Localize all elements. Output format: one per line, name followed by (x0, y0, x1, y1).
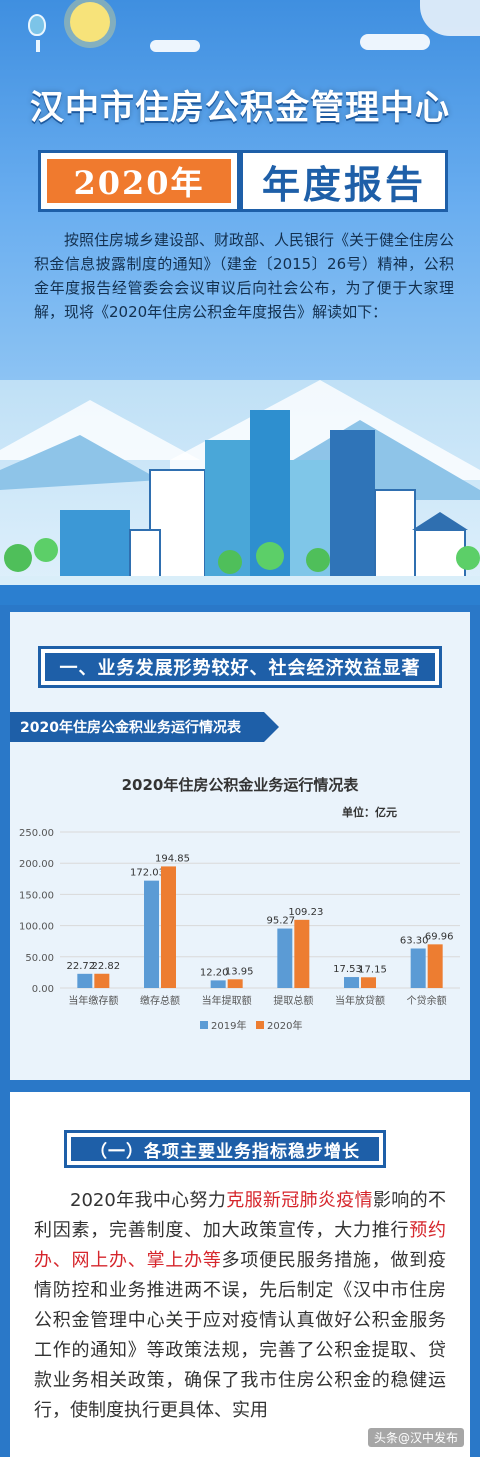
paragraph-run: 2020年我中心努力 (70, 1190, 227, 1211)
highlight-text: 克服新冠肺炎疫情 (226, 1190, 373, 1211)
x-tick-label: 当年提取额 (202, 994, 252, 1007)
bar (94, 973, 110, 988)
bar (161, 866, 176, 988)
x-tick-label: 个贷余额 (407, 994, 447, 1007)
intro-paragraph: 按照住房城乡建设部、财政部、人民银行《关于健全住房公积金信息披露制度的通知》（建… (34, 231, 455, 321)
section-card (10, 612, 470, 1080)
city-illustration (0, 380, 480, 590)
bar (144, 880, 159, 988)
paragraph-run: 影响的不利因素，完善制度、加大政策宣传，大力推行 (34, 1190, 446, 1241)
y-tick-label: 150.00 (19, 890, 54, 901)
x-tick-label: 当年缴存额 (68, 994, 118, 1007)
data-label: 109.23 (288, 907, 323, 918)
data-label: 172.03 (130, 868, 165, 879)
city-skyline-icon (0, 380, 480, 590)
data-label: 13.95 (225, 966, 254, 977)
data-label: 22.72 (67, 961, 96, 972)
body-paragraph: 2020年我中心努力克服新冠肺炎疫情影响的不利因素，完善制度、加大政策宣传，大力… (34, 1186, 446, 1426)
airplane-icon (420, 0, 480, 36)
bar (410, 948, 426, 988)
data-label: 63.30 (400, 936, 429, 947)
legend-swatch (200, 1021, 208, 1029)
hot-air-balloon-icon (28, 14, 46, 52)
cloud-icon (360, 34, 430, 50)
bar (210, 980, 226, 988)
bar (227, 979, 243, 988)
data-label: 17.53 (333, 964, 362, 975)
bar (277, 928, 293, 988)
data-label: 194.85 (155, 853, 190, 864)
bar (294, 919, 310, 988)
cloud-icon (150, 40, 200, 52)
x-tick-label: 当年放贷额 (335, 994, 385, 1007)
highlight-text: 预约办、网上办、掌上办等 (34, 1220, 447, 1271)
bar (361, 977, 376, 988)
data-label: 22.82 (92, 961, 121, 972)
bar (344, 977, 359, 988)
data-label: 12.20 (200, 967, 229, 978)
ground-strip (0, 585, 480, 605)
x-tick-label: 提取总额 (273, 994, 313, 1007)
year-label: 2020年 (47, 159, 231, 203)
bar (77, 973, 93, 988)
legend-label: 2019年 (211, 1019, 246, 1032)
chart-title: 2020年住房公积金业务运行情况表 (121, 776, 359, 794)
chart: 2020年住房公积金业务运行情况表 单位：亿元 0.00 50.00 100.00 1… (10, 760, 470, 1060)
y-tick-label: 250.00 (19, 828, 54, 839)
x-tick-label: 缴存总额 (140, 994, 180, 1007)
year-badge: 2020年 (38, 150, 240, 212)
y-tick-label: 50.00 (25, 953, 54, 964)
bar (427, 944, 443, 988)
chart-ribbon: 2020年住房公金积业务运行情况表 (10, 712, 279, 742)
page-title: 汉中市住房公积金管理中心 (30, 88, 450, 128)
y-tick-label: 100.00 (19, 922, 54, 933)
y-tick-label: 0.00 (32, 984, 54, 995)
data-label: 95.27 (267, 916, 296, 927)
paragraph-run: 多项便民服务措施，做到疫情防控和业务推进两不误，先后制定《汉中市住房公积金管理中… (34, 1250, 447, 1421)
watermark: 头条@汉中发布 (367, 1428, 464, 1447)
report-label: 年度报告 (240, 150, 448, 212)
bar-chart: 0.00 50.00 100.00 150.00 200.00 250.00 22.7222… (19, 828, 460, 1032)
data-label: 69.96 (425, 931, 454, 942)
subsection-title: （一）各项主要业务指标稳步增长 (71, 1137, 379, 1162)
legend-swatch (256, 1021, 264, 1029)
section-banner: 一、业务发展形势较好、社会经济效益显著 (38, 646, 442, 688)
y-tick-label: 200.00 (19, 859, 54, 870)
data-label: 17.15 (358, 964, 387, 975)
legend-label: 2020年 (267, 1019, 302, 1032)
paragraph-text: 2020年我中心努力克服新冠肺炎疫情影响的不利因素，完善制度、加大政策宣传，大力… (34, 1186, 446, 1426)
chart-unit: 单位：亿元 (342, 806, 397, 819)
subsection-banner: （一）各项主要业务指标稳步增长 (64, 1130, 386, 1168)
sun-icon (70, 2, 110, 42)
section-title: 一、业务发展形势较好、社会经济效益显著 (45, 653, 435, 681)
